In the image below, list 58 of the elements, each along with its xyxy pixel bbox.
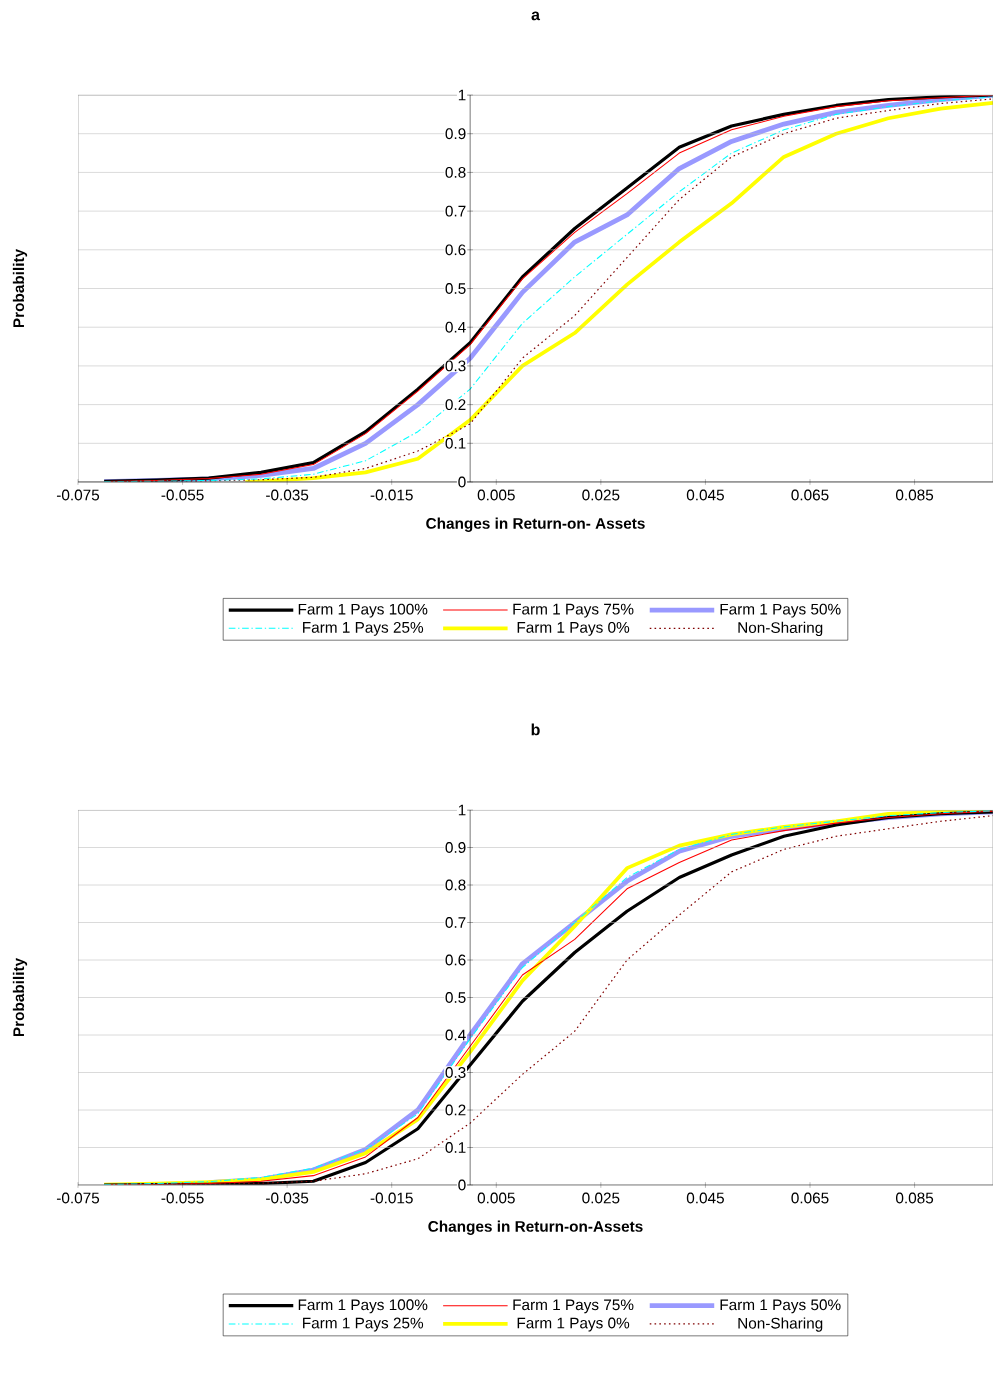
y-tick-label: 1: [458, 89, 466, 101]
legend-label: Farm 1 Pays 100%: [298, 1299, 428, 1314]
chart-title: b: [531, 723, 540, 736]
y-tick-label: 0.3: [445, 1067, 466, 1078]
y-tick-label: 0.4: [445, 321, 466, 333]
y-tick-label: 0.9: [445, 128, 466, 140]
y-tick-label: 0.1: [445, 437, 466, 449]
y-tick-label: 0.6: [445, 954, 466, 966]
x-tick-label: 0.045: [686, 1192, 724, 1204]
y-tick-label: 0.6: [445, 244, 466, 256]
legend-label: Farm 1 Pays 50%: [720, 603, 841, 618]
y-tick-label: 0: [458, 1179, 466, 1191]
y-tick-label: 1: [458, 804, 466, 816]
x-tick-label: 0.045: [686, 489, 724, 501]
legend-label: Farm 1 Pays 25%: [303, 1317, 424, 1332]
x-tick-label: 0.025: [582, 1192, 620, 1204]
y-tick-label: 0: [458, 476, 466, 488]
legend-label: Farm 1 Pays 0%: [517, 621, 630, 636]
x-tick-label: -0.055: [161, 489, 204, 501]
y-tick-label: 0.5: [445, 283, 466, 294]
y-tick-label: 0.7: [445, 917, 466, 928]
x-tick-label: -0.055: [161, 1192, 204, 1204]
y-tick-label: 0.7: [445, 205, 466, 217]
x-tick-label: -0.035: [266, 1192, 309, 1204]
x-tick-label: -0.075: [56, 489, 100, 501]
x-tick-label: 0.005: [477, 489, 515, 501]
y-tick-label: 0.2: [445, 399, 466, 411]
x-tick-label: 0.005: [477, 1192, 515, 1204]
x-tick-label: -0.015: [370, 1192, 413, 1204]
y-tick-label: 0.8: [445, 166, 466, 178]
x-axis-title: Changes in Return-on-Assets: [428, 1220, 643, 1235]
x-tick-label: 0.025: [582, 489, 620, 501]
y-tick-label: 0.5: [445, 992, 466, 1003]
legend-label: Farm 1 Pays 25%: [303, 621, 424, 636]
legend-label: Farm 1 Pays 75%: [513, 1299, 634, 1314]
legend-label: Non-Sharing: [738, 1317, 823, 1332]
y-tick-label: 0.1: [445, 1142, 466, 1153]
y-tick-label: 0.8: [445, 879, 466, 891]
legend-label: Non-Sharing: [738, 621, 823, 637]
y-tick-label: 0.9: [445, 842, 466, 853]
y-tick-label: 0.3: [445, 360, 466, 372]
y-tick-label: 0.2: [445, 1104, 466, 1116]
legend-label: Farm 1 Pays 75%: [513, 603, 634, 618]
x-tick-label: -0.035: [266, 489, 309, 501]
x-tick-label: 0.085: [895, 489, 934, 501]
legend-label: Farm 1 Pays 0%: [517, 1317, 630, 1332]
x-tick-label: 0.065: [791, 489, 829, 501]
x-axis-title: Changes in Return-on- Assets: [426, 517, 645, 532]
legend-label: Farm 1 Pays 100%: [298, 603, 428, 618]
y-axis-title: Probability: [12, 248, 28, 328]
y-axis-title: Probability: [12, 957, 28, 1037]
x-tick-label: -0.075: [56, 1192, 100, 1204]
legend-label: Farm 1 Pays 50%: [720, 1299, 841, 1314]
x-tick-label: 0.065: [791, 1192, 829, 1204]
y-tick-label: 0.4: [445, 1029, 466, 1041]
x-tick-label: -0.015: [370, 489, 413, 501]
x-tick-label: 0.085: [895, 1192, 934, 1204]
chart-title: a: [531, 11, 541, 21]
